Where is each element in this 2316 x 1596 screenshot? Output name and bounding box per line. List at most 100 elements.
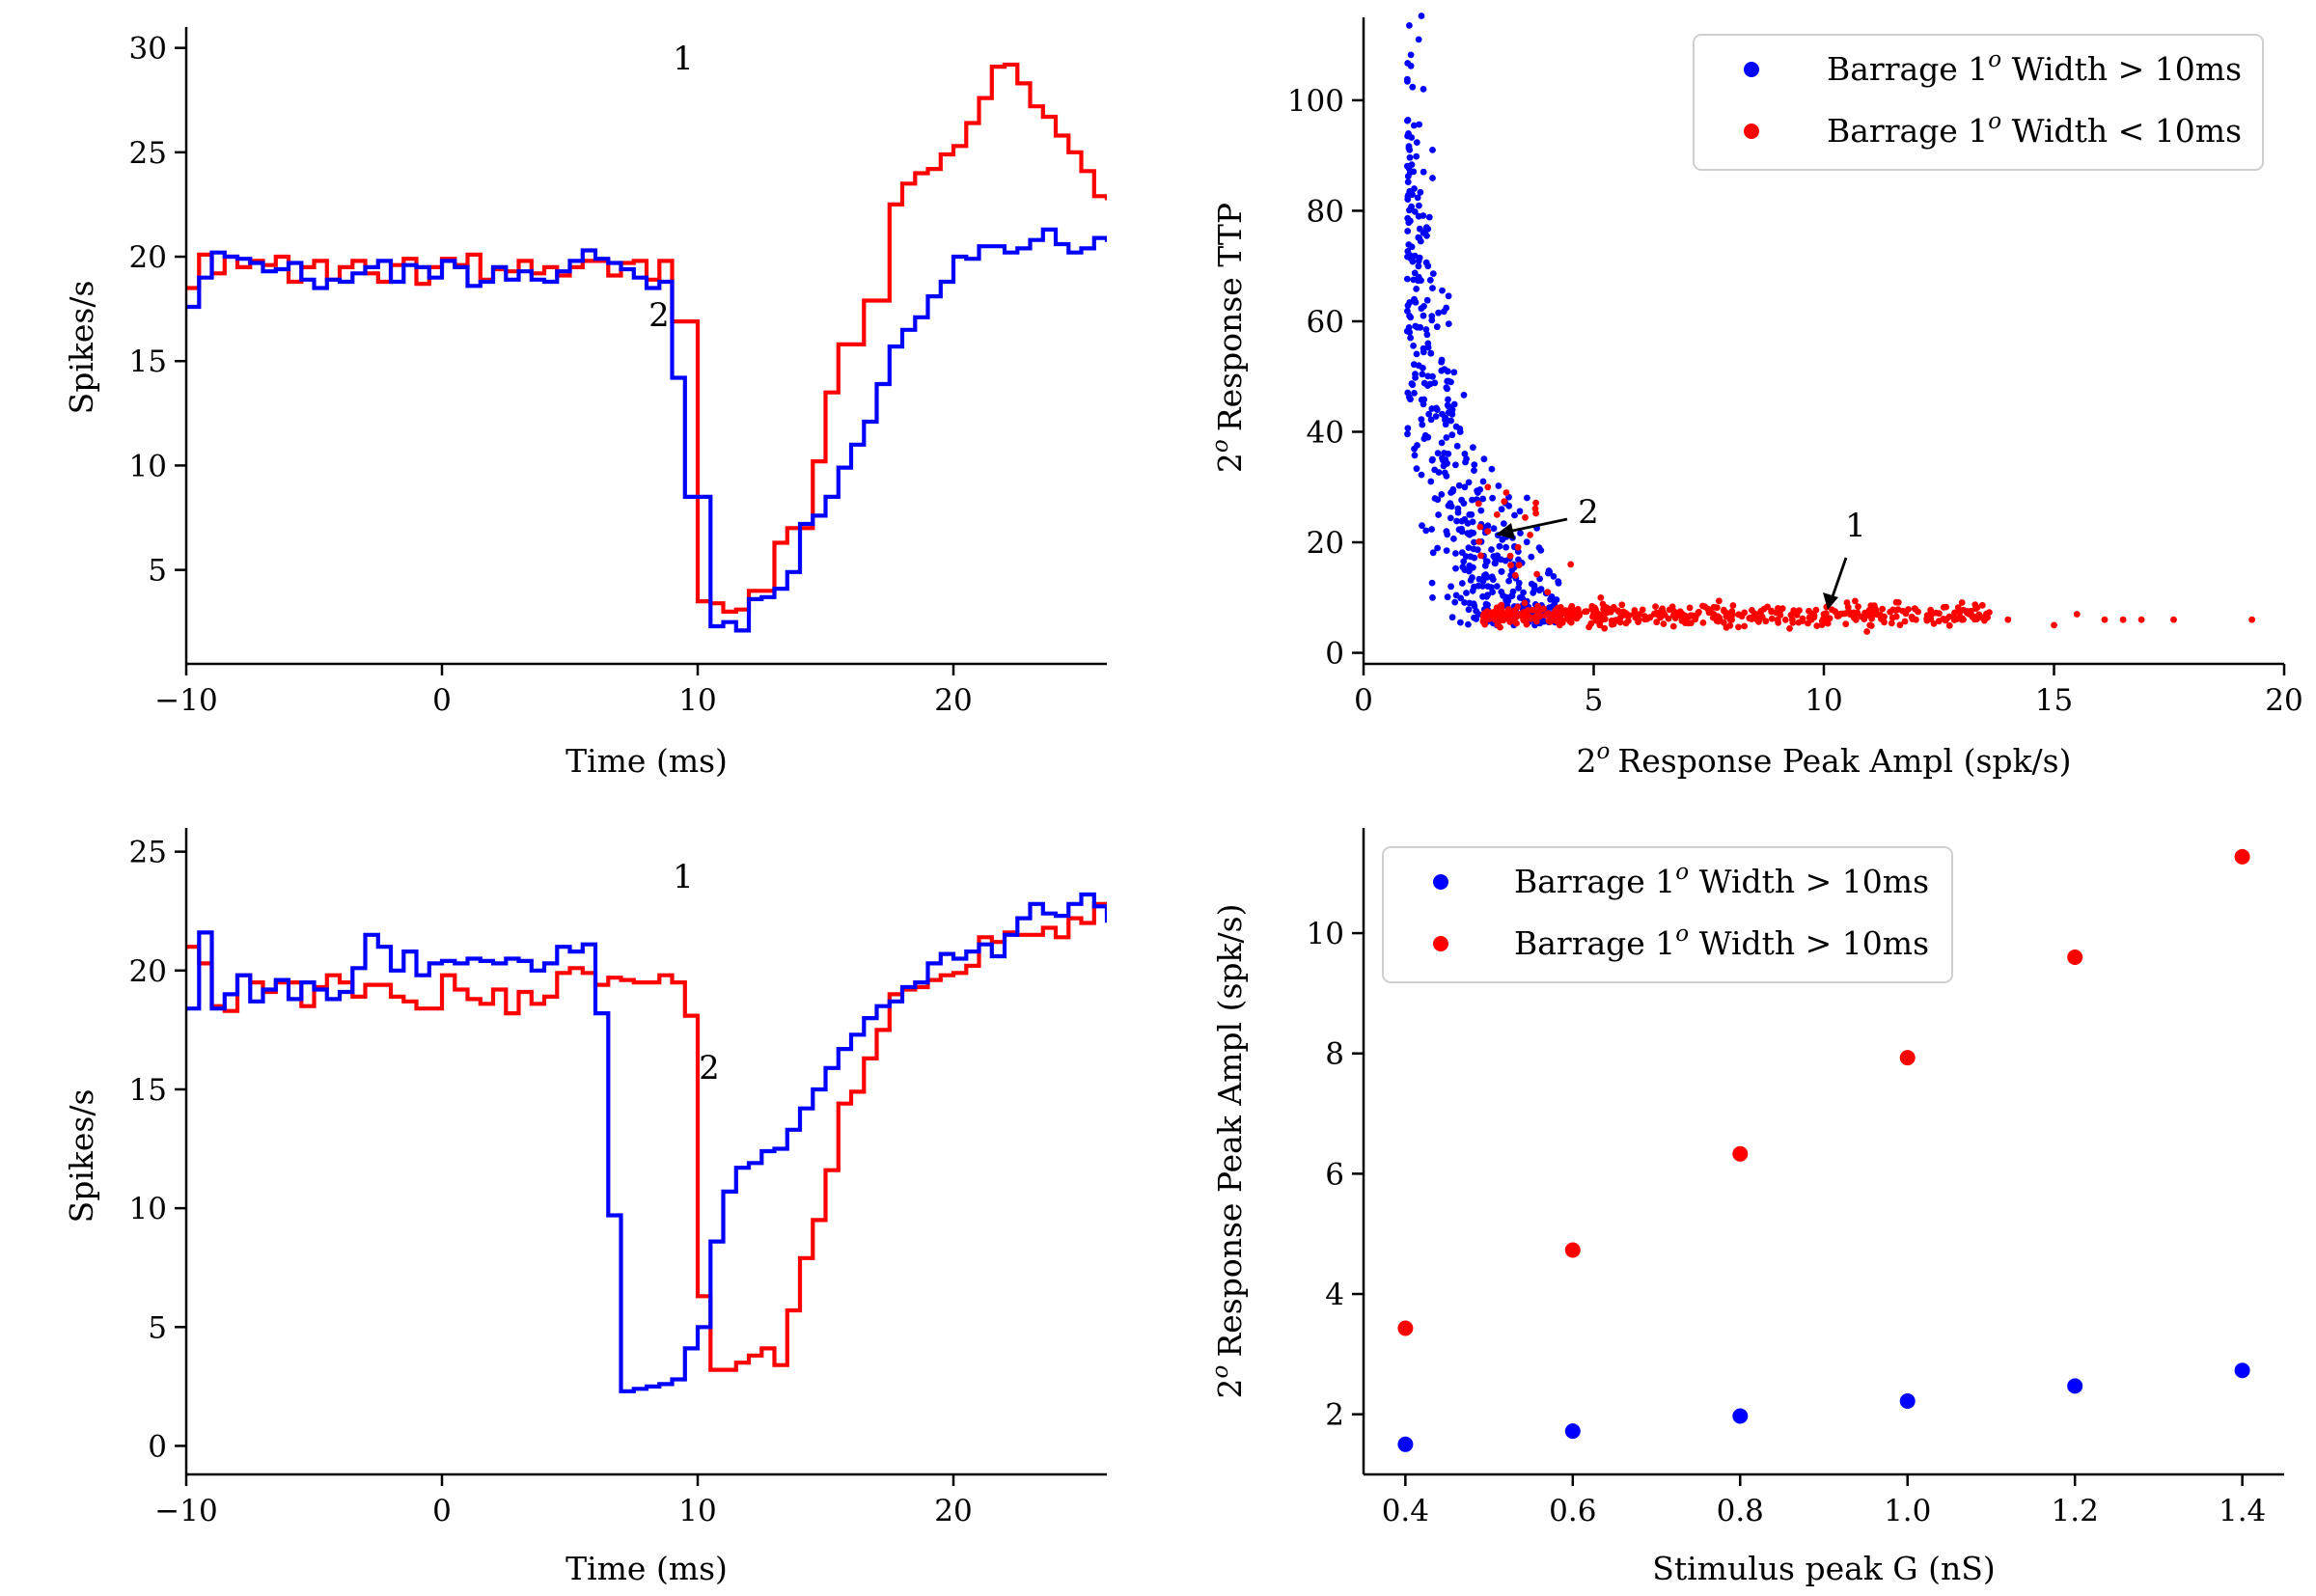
tr-point-red xyxy=(1507,562,1514,569)
tr-point-blue xyxy=(1445,409,1452,416)
br-legend2-post: Width > 10ms xyxy=(1689,924,1929,962)
tl-series-blue xyxy=(186,227,1107,633)
tr-point-blue xyxy=(1426,276,1434,284)
tr-point-red xyxy=(1788,616,1796,623)
bl-x-tick-label: −10 xyxy=(154,1494,217,1528)
tr-point-blue xyxy=(1465,544,1473,551)
tr-point-blue xyxy=(1404,117,1411,124)
tr-legend-label-2: Barrage 1o Width < 10ms xyxy=(1827,109,2242,150)
tr-point-blue xyxy=(1450,536,1457,542)
tr-point-red xyxy=(1616,619,1624,626)
tr-point-red xyxy=(2170,616,2177,623)
br-legend1-sup: o xyxy=(1675,860,1689,885)
tr-point-blue xyxy=(1417,323,1424,331)
tr-point-red xyxy=(1786,625,1793,632)
tr-point-blue xyxy=(1465,620,1472,628)
tr-point-blue xyxy=(1447,514,1454,522)
tr-point-red xyxy=(1717,617,1723,624)
tr-point-red xyxy=(1967,610,1974,618)
tr-point-red xyxy=(1540,605,1547,613)
tr-point-blue xyxy=(1483,558,1491,565)
tr-point-red xyxy=(1899,607,1907,615)
tr-point-blue xyxy=(1507,572,1514,579)
br-legend1-pre: Barrage 1 xyxy=(1514,863,1675,900)
tr-point-red xyxy=(1639,606,1646,614)
tr-point-red xyxy=(1863,628,1870,635)
tr-point-blue xyxy=(1411,390,1418,397)
bl-y-axis-label: Spikes/s xyxy=(63,1089,100,1224)
tr-point-blue xyxy=(1406,394,1413,401)
tr-point-blue xyxy=(1444,368,1451,375)
tr-point-blue xyxy=(1452,564,1459,572)
tl-y-tick-label: 25 xyxy=(129,136,167,171)
tr-point-blue xyxy=(1449,485,1457,493)
tr-point-red xyxy=(1710,603,1718,611)
tr-point-red xyxy=(1533,618,1540,625)
tr-point-blue xyxy=(1465,606,1473,614)
br-point-blue xyxy=(1732,1408,1749,1424)
tr-point-blue xyxy=(1507,592,1515,600)
tr-point-blue xyxy=(1447,500,1454,508)
tr-point-blue xyxy=(1469,496,1475,504)
tr-point-red xyxy=(1813,622,1821,629)
bl-annotation-2: 2 xyxy=(699,1049,720,1087)
br-point-blue xyxy=(1899,1393,1916,1409)
tr-x-tick-label: 15 xyxy=(2035,683,2073,718)
tr-point-blue xyxy=(1515,585,1522,592)
tr-point-blue xyxy=(1495,482,1503,489)
tr-point-red xyxy=(1943,603,1949,611)
tr-point-blue xyxy=(1459,564,1467,571)
bl-y-tick-label: 5 xyxy=(148,1310,167,1345)
tr-point-blue xyxy=(1445,377,1452,385)
tr-point-red xyxy=(1981,617,1988,624)
tr-point-red xyxy=(1721,608,1728,615)
tr-point-red xyxy=(1558,619,1566,626)
br-x-tick-label: 0.8 xyxy=(1717,1494,1764,1528)
tr-point-blue xyxy=(1425,213,1433,221)
tr-point-red xyxy=(1806,607,1812,615)
tr-point-blue xyxy=(1488,465,1496,473)
tr-point-red xyxy=(1855,603,1861,611)
tr-point-blue xyxy=(1488,546,1495,553)
tr-point-blue xyxy=(1404,75,1411,83)
tr-point-blue xyxy=(1456,426,1464,432)
tr-x-axis-label: 2o Response Peak Ampl (spk/s) xyxy=(1577,739,2072,780)
tr-point-blue xyxy=(1441,469,1448,477)
bl-x-tick-label: 20 xyxy=(934,1494,972,1528)
tr-point-blue xyxy=(1429,270,1437,277)
tr-point-blue xyxy=(1411,269,1419,277)
tr-point-blue xyxy=(1457,619,1464,626)
tl-y-tick-label: 10 xyxy=(129,449,167,483)
tr-point-blue xyxy=(1418,277,1424,284)
tr-point-blue xyxy=(1419,522,1425,530)
tr-annotation-2: 2 xyxy=(1578,493,1599,532)
tr-point-blue xyxy=(1435,469,1443,476)
tl-x-axis-label: Time (ms) xyxy=(565,742,728,780)
tr-arrow-2-head xyxy=(1496,523,1515,539)
tr-point-red xyxy=(1687,619,1695,627)
tr-point-blue xyxy=(1418,471,1425,479)
tr-point-red xyxy=(1755,618,1762,624)
tr-point-blue xyxy=(1448,614,1456,621)
tr-point-blue xyxy=(1537,586,1545,592)
tr-point-blue xyxy=(1470,564,1476,571)
tr-point-red xyxy=(1683,616,1690,622)
tr-point-blue xyxy=(1412,371,1419,378)
tr-point-blue xyxy=(1463,590,1470,596)
tr-legend-label-1: Barrage 1o Width > 10ms xyxy=(1827,47,2242,88)
tr-point-blue xyxy=(1418,416,1425,423)
tr-point-blue xyxy=(1404,425,1412,432)
tr-y-tick-label: 100 xyxy=(1287,84,1344,119)
tr-point-blue xyxy=(1479,495,1487,503)
tr-point-blue xyxy=(1434,544,1441,552)
br-legend1-post: Width > 10ms xyxy=(1689,863,1929,900)
tr-point-red xyxy=(1686,604,1694,612)
tr-point-red xyxy=(1728,611,1736,619)
tr-point-red xyxy=(1818,618,1826,625)
br-x-tick-label: 1.4 xyxy=(2219,1494,2266,1528)
tr-point-blue xyxy=(1420,303,1427,310)
tr-point-red xyxy=(1777,612,1784,619)
tl-y-axis-label: Spikes/s xyxy=(63,281,100,415)
tr-point-blue xyxy=(1517,530,1524,537)
tr-point-red xyxy=(1625,618,1632,624)
